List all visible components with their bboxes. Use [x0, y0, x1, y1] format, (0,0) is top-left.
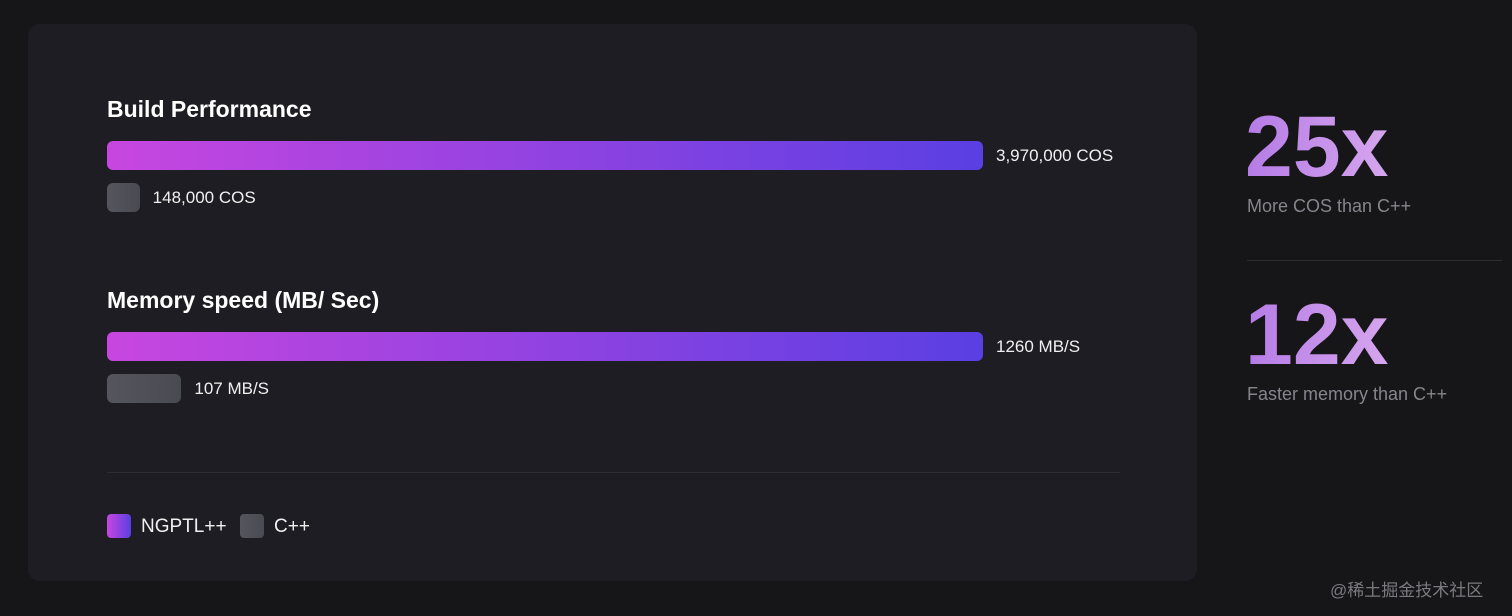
chart-title: Memory speed (MB/ Sec) [107, 287, 380, 313]
chart-title: Build Performance [107, 96, 312, 122]
stat-value: 12x [1245, 287, 1389, 383]
stat-label: More COS than C++ [1247, 196, 1412, 216]
legend-swatch [107, 514, 131, 538]
legend-label: C++ [274, 516, 310, 537]
bar [107, 332, 983, 361]
legend-swatch [240, 514, 264, 538]
bar [107, 141, 983, 170]
chart-card [28, 24, 1197, 581]
value-label: 3,970,000 COS [996, 146, 1114, 165]
divider [107, 472, 1120, 473]
stat-value: 25x [1245, 99, 1389, 195]
value-label: 107 MB/S [194, 379, 270, 398]
watermark: @稀土掘金技术社区 [1330, 581, 1484, 600]
stat-label: Faster memory than C++ [1247, 384, 1448, 404]
value-label: 1260 MB/S [996, 337, 1081, 356]
legend-label: NGPTL++ [141, 516, 227, 537]
value-label: 148,000 COS [152, 188, 256, 207]
divider [1247, 260, 1502, 261]
bar [107, 374, 182, 403]
bar [107, 183, 140, 212]
